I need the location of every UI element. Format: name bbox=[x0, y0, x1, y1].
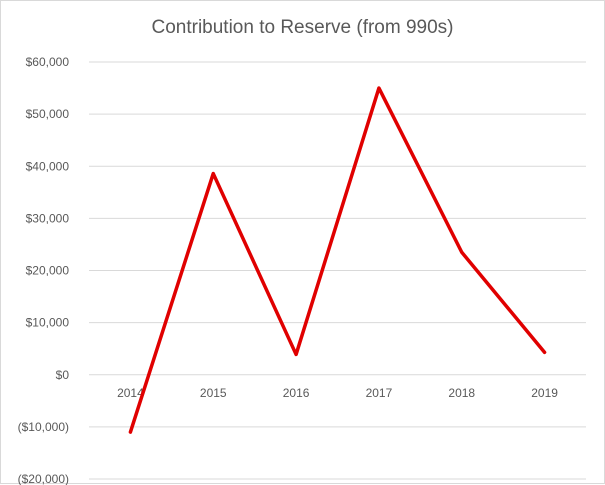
data-point bbox=[128, 430, 132, 434]
data-point bbox=[543, 350, 547, 354]
x-tick-label: 2016 bbox=[283, 386, 310, 400]
series-line bbox=[128, 86, 547, 434]
y-tick-label: $50,000 bbox=[26, 107, 70, 121]
y-axis-tick-labels: $60,000 $50,000 $40,000 $30,000 $20,000 $10,0… bbox=[18, 55, 70, 485]
data-point bbox=[294, 352, 298, 356]
x-tick-label: 2017 bbox=[366, 386, 393, 400]
series-layer bbox=[128, 86, 547, 434]
x-tick-label: 2015 bbox=[200, 386, 227, 400]
gridlines bbox=[89, 61, 586, 480]
data-point bbox=[377, 86, 381, 90]
data-point bbox=[211, 172, 215, 176]
y-tick-label: $30,000 bbox=[26, 211, 70, 225]
y-tick-label: $20,000 bbox=[26, 264, 70, 278]
data-point bbox=[460, 250, 464, 254]
y-tick-label: ($10,000) bbox=[18, 420, 69, 434]
y-tick-label: $10,000 bbox=[26, 316, 70, 330]
x-tick-label: 2019 bbox=[531, 386, 558, 400]
x-tick-label: 2018 bbox=[448, 386, 475, 400]
y-tick-label: $60,000 bbox=[26, 55, 70, 69]
y-tick-label: ($20,000) bbox=[18, 472, 69, 485]
y-tick-label: $0 bbox=[56, 368, 70, 382]
x-tick-label: 2014 bbox=[117, 386, 144, 400]
chart-title: Contribution to Reserve (from 990s) bbox=[151, 17, 454, 38]
y-tick-label: $40,000 bbox=[26, 159, 70, 173]
x-axis-tick-labels: 2014 2015 2016 2017 2018 2019 bbox=[117, 386, 558, 400]
